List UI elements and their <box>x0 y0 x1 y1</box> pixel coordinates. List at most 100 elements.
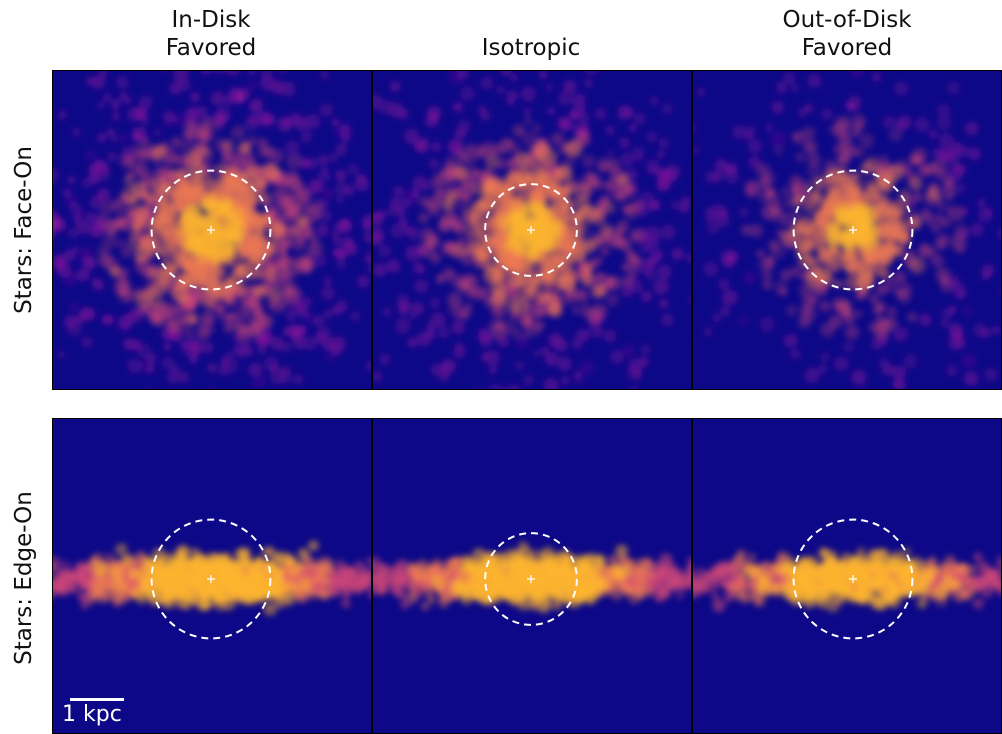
density-blob <box>775 81 788 94</box>
density-blob <box>858 133 875 149</box>
density-blob <box>657 264 672 280</box>
density-blob <box>951 141 962 152</box>
density-blob <box>586 309 602 324</box>
density-blob <box>847 102 857 112</box>
density-blob <box>286 176 303 192</box>
density-blob <box>658 137 670 149</box>
density-blob <box>477 327 493 342</box>
density-blob <box>373 556 382 570</box>
density-blob <box>491 177 503 189</box>
density-blob <box>81 271 91 280</box>
density-blob <box>80 573 87 580</box>
density-blob <box>604 202 616 215</box>
density-blob <box>547 302 563 318</box>
density-blob <box>532 349 541 358</box>
density-blob <box>133 132 143 142</box>
density-blob <box>62 188 72 198</box>
density-blob <box>257 191 272 205</box>
density-blob <box>114 216 128 229</box>
density-blob <box>78 308 91 321</box>
density-blob <box>559 119 573 132</box>
density-blob <box>661 103 673 115</box>
center-marker <box>849 226 857 234</box>
density-blob <box>425 114 439 128</box>
density-blob <box>350 311 361 322</box>
density-blob <box>534 319 545 330</box>
density-blob <box>980 327 992 339</box>
density-blob <box>919 208 932 221</box>
density-blob <box>570 111 580 121</box>
density-blob <box>795 152 806 163</box>
density-blob <box>998 228 1001 239</box>
density-blob <box>914 117 930 133</box>
density-blob <box>804 367 820 384</box>
density-blob <box>213 71 226 74</box>
density-blob <box>210 269 221 280</box>
density-blob <box>780 186 791 197</box>
density-blob <box>96 101 106 110</box>
density-blob <box>275 551 291 567</box>
density-blob <box>621 262 630 272</box>
density-blob <box>210 91 225 106</box>
density-blob <box>233 569 244 581</box>
density-blob <box>195 327 210 341</box>
density-blob <box>453 277 467 291</box>
density-blob <box>759 316 775 333</box>
density-blob <box>837 131 852 146</box>
density-blob <box>716 207 729 219</box>
density-blob <box>894 81 909 96</box>
density-blob <box>614 227 625 238</box>
density-blob <box>854 290 865 301</box>
density-blob <box>319 576 326 583</box>
density-blob <box>587 174 600 187</box>
density-blob <box>299 158 311 169</box>
density-blob <box>438 326 450 339</box>
density-blob <box>121 246 133 258</box>
density-blob <box>110 101 120 110</box>
density-blob <box>554 338 569 353</box>
density-blob <box>121 146 135 160</box>
density-blob <box>121 554 133 566</box>
density-blob <box>263 266 278 281</box>
density-blob <box>392 585 404 596</box>
density-blob <box>607 275 622 291</box>
density-blob <box>747 139 762 154</box>
density-blob <box>473 222 487 235</box>
density-blob <box>630 385 639 389</box>
density-blob <box>573 374 584 385</box>
density-blob <box>856 219 870 234</box>
density-blob <box>335 143 348 156</box>
density-blob <box>399 220 408 229</box>
density-blob <box>209 219 223 233</box>
density-blob <box>292 374 304 385</box>
density-blob <box>872 299 886 313</box>
density-blob <box>806 163 822 178</box>
density-blob <box>638 238 653 253</box>
density-blob <box>967 147 981 161</box>
density-blob <box>395 317 411 334</box>
density-blob <box>873 202 889 218</box>
density-blob <box>118 266 130 279</box>
density-blob <box>389 80 401 92</box>
density-blob <box>216 162 228 173</box>
density-blob <box>649 96 659 106</box>
density-blob <box>658 298 669 309</box>
panel-edge-on-isotropic <box>372 418 692 734</box>
density-blob <box>646 131 658 143</box>
density-blob <box>418 213 429 224</box>
density-blob <box>67 175 76 185</box>
density-map <box>53 71 371 389</box>
density-blob <box>295 590 306 601</box>
density-blob <box>172 71 189 82</box>
density-blob <box>199 599 211 611</box>
density-blob <box>573 249 586 263</box>
density-blob <box>964 121 979 136</box>
density-blob <box>335 299 349 312</box>
density-blob <box>930 254 944 268</box>
density-blob <box>69 302 79 312</box>
density-blob <box>81 176 94 189</box>
density-blob <box>298 577 312 591</box>
density-blob <box>118 276 130 288</box>
density-blob <box>58 110 67 120</box>
density-blob <box>257 137 268 149</box>
